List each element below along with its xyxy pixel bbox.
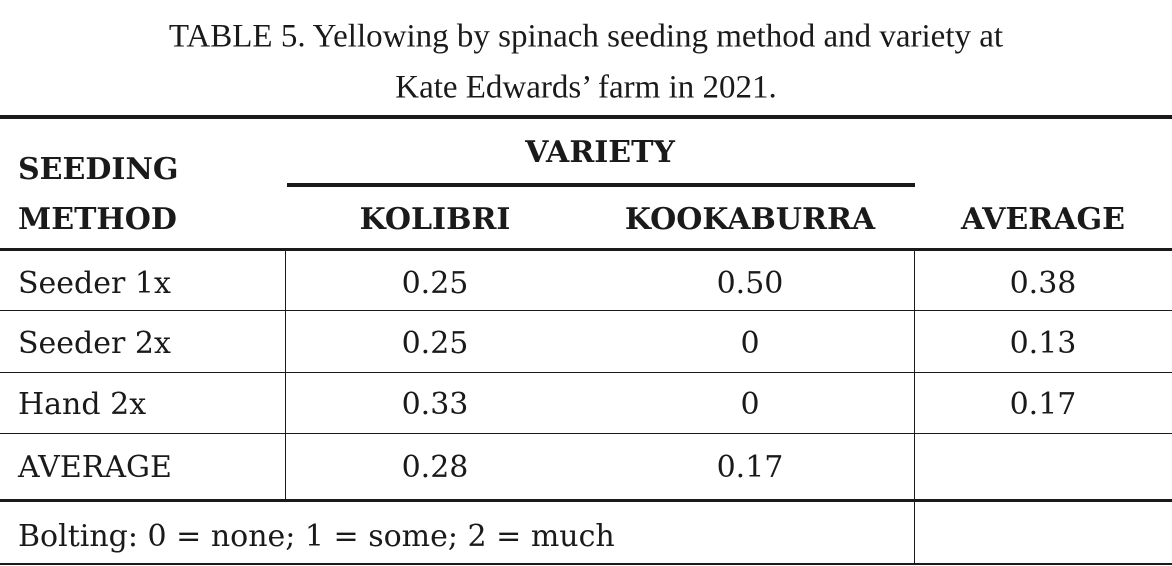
body-rule: [0, 499, 1172, 502]
row-header: SEEDING: [18, 152, 179, 187]
table-title: Kate Edwards’ farm in 2021.: [395, 69, 777, 106]
row-label: Hand 2x: [18, 387, 147, 422]
cell: 0.13: [1009, 326, 1077, 361]
cell: 0.33: [401, 387, 469, 422]
row-label: Seeder 1x: [18, 266, 171, 301]
cell: 0.50: [716, 266, 784, 301]
row-rule: [0, 372, 1172, 373]
column-header: KOOKABURRA: [624, 202, 876, 237]
cell: 0.25: [401, 326, 469, 361]
bottom-rule: [0, 563, 1172, 565]
column-rule: [914, 250, 915, 564]
column-header: KOLIBRI: [359, 202, 511, 237]
header-rule: [0, 248, 1172, 251]
row-header: METHOD: [18, 202, 177, 237]
row-rule: [0, 310, 1172, 311]
row-label: Seeder 2x: [18, 326, 171, 361]
group-header: VARIETY: [525, 135, 675, 170]
cell: 0: [740, 326, 760, 361]
cell: 0.17: [1009, 387, 1077, 422]
cell: 0.28: [401, 450, 469, 485]
table-title: TABLE 5. Yellowing by spinach seeding me…: [168, 18, 1004, 55]
row-rule: [0, 433, 1172, 434]
column-rule: [285, 250, 286, 500]
row-label: AVERAGE: [18, 450, 172, 485]
cell: 0.17: [716, 450, 784, 485]
group-rule: [287, 183, 915, 187]
cell: 0: [740, 387, 760, 422]
column-header: AVERAGE: [961, 202, 1125, 237]
cell: 0.38: [1009, 266, 1077, 301]
table-note: Bolting: 0 = none; 1 = some; 2 = much: [18, 519, 615, 554]
top-rule: [0, 115, 1172, 119]
cell: 0.25: [401, 266, 469, 301]
